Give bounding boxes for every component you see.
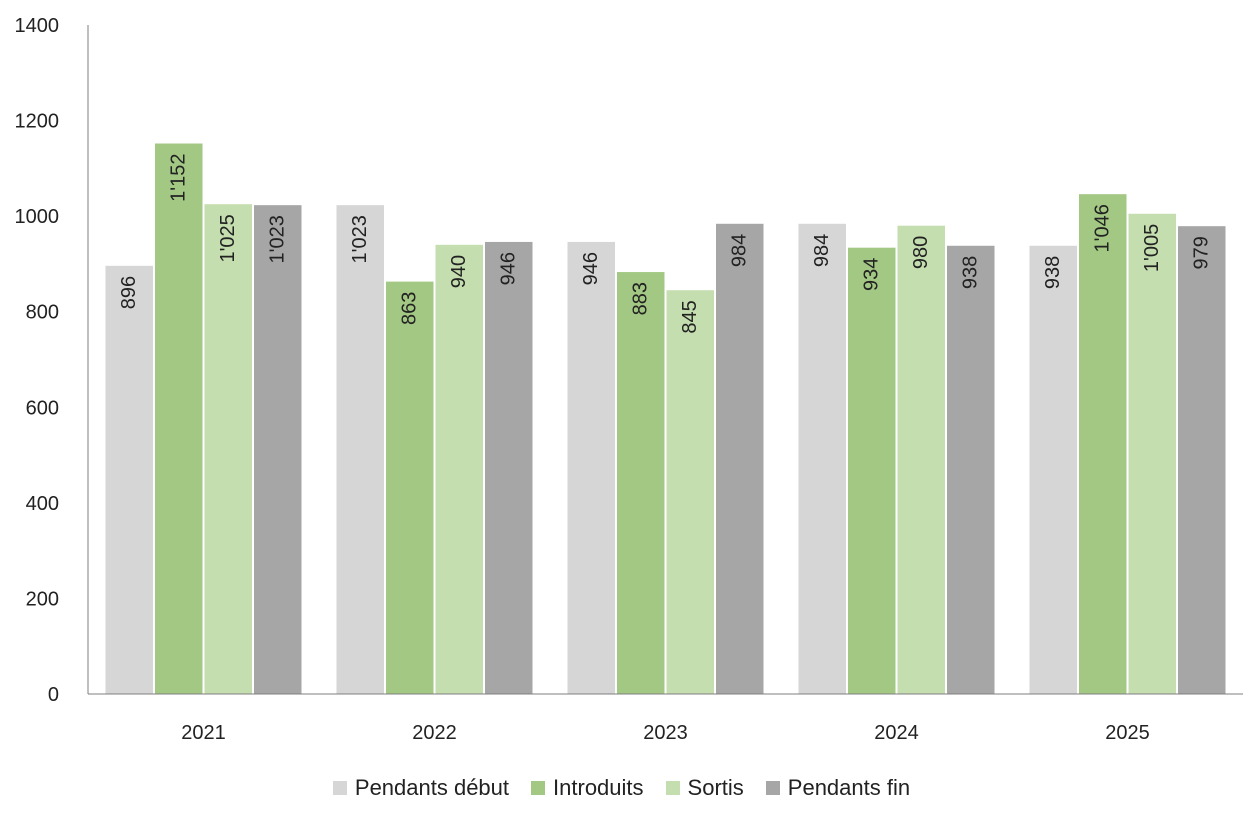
- bar: [798, 223, 846, 694]
- data-label: 1'005: [1141, 224, 1163, 272]
- data-labels: 896 1'152 1'025 1'023 1'023 863 940 946 946 883 84…: [118, 154, 1213, 334]
- y-tick-label: 1000: [15, 206, 60, 228]
- data-label: 1'152: [168, 154, 190, 202]
- y-tick-label: 1200: [15, 111, 60, 133]
- x-tick-label: 2022: [412, 722, 457, 744]
- legend-label: Pendants début: [354, 775, 510, 800]
- bar: [204, 204, 252, 695]
- legend-item: Introduits: [531, 775, 644, 801]
- legend-label: Pendants fin: [787, 775, 911, 800]
- x-tick-label: 2025: [1105, 722, 1150, 744]
- y-tick-label: 800: [26, 302, 59, 324]
- data-label: 1'023: [267, 215, 289, 263]
- bar: [105, 265, 153, 694]
- data-label: 1'025: [217, 214, 239, 262]
- data-label: 940: [448, 255, 470, 288]
- data-label: 938: [960, 256, 982, 289]
- legend-item: Pendants début: [332, 775, 510, 801]
- data-label: 984: [729, 234, 751, 267]
- y-tick-label: 1400: [15, 15, 60, 37]
- legend-swatch: [531, 781, 546, 795]
- x-axis: 2021 2022 2023 2024 2025: [88, 693, 1243, 744]
- bar: [1079, 194, 1127, 694]
- data-label: 1'046: [1092, 204, 1114, 252]
- bar: [1029, 245, 1077, 694]
- bar: [897, 225, 945, 694]
- bar: [617, 272, 665, 694]
- legend-label: Introduits: [553, 775, 644, 800]
- y-axis: 0 200 400 600 800 1000 1200 1400: [15, 15, 89, 706]
- legend-swatch: [332, 781, 347, 795]
- data-label: 946: [498, 252, 520, 285]
- bar: [386, 281, 434, 694]
- x-tick-label: 2024: [874, 722, 919, 744]
- bar: [848, 247, 896, 694]
- data-label: 1'023: [349, 215, 371, 263]
- data-label: 979: [1191, 236, 1213, 269]
- legend-swatch: [665, 781, 680, 795]
- bar: [435, 244, 483, 695]
- y-tick-label: 200: [26, 588, 59, 610]
- bar: [716, 223, 764, 694]
- x-tick-label: 2023: [643, 722, 688, 744]
- y-tick-label: 600: [26, 397, 59, 419]
- bar: [336, 205, 384, 694]
- data-label: 938: [1042, 256, 1064, 289]
- bar: [155, 143, 203, 695]
- bar: [947, 245, 995, 694]
- data-label: 980: [910, 236, 932, 269]
- y-tick-label: 400: [26, 493, 59, 515]
- legend-item: Sortis: [665, 775, 744, 801]
- bar: [1178, 226, 1226, 694]
- data-label: 934: [861, 258, 883, 291]
- legend-swatch: [765, 781, 780, 795]
- legend-label: Sortis: [687, 775, 744, 800]
- bar: [485, 241, 533, 694]
- legend: Pendants début Introduits Sortis Pendants f…: [0, 775, 1243, 801]
- data-label: 946: [580, 252, 602, 285]
- data-label: 984: [811, 234, 833, 267]
- bar: [1128, 213, 1176, 694]
- legend-item: Pendants fin: [765, 775, 911, 801]
- bar: [567, 241, 615, 694]
- data-label: 845: [679, 300, 701, 333]
- data-label: 883: [630, 282, 652, 315]
- y-tick-label: 0: [48, 684, 59, 706]
- data-label: 896: [118, 276, 140, 309]
- bar: [254, 205, 302, 694]
- data-label: 863: [399, 292, 421, 325]
- bar: [666, 290, 714, 694]
- bars: [105, 143, 1226, 695]
- x-tick-label: 2021: [181, 722, 226, 744]
